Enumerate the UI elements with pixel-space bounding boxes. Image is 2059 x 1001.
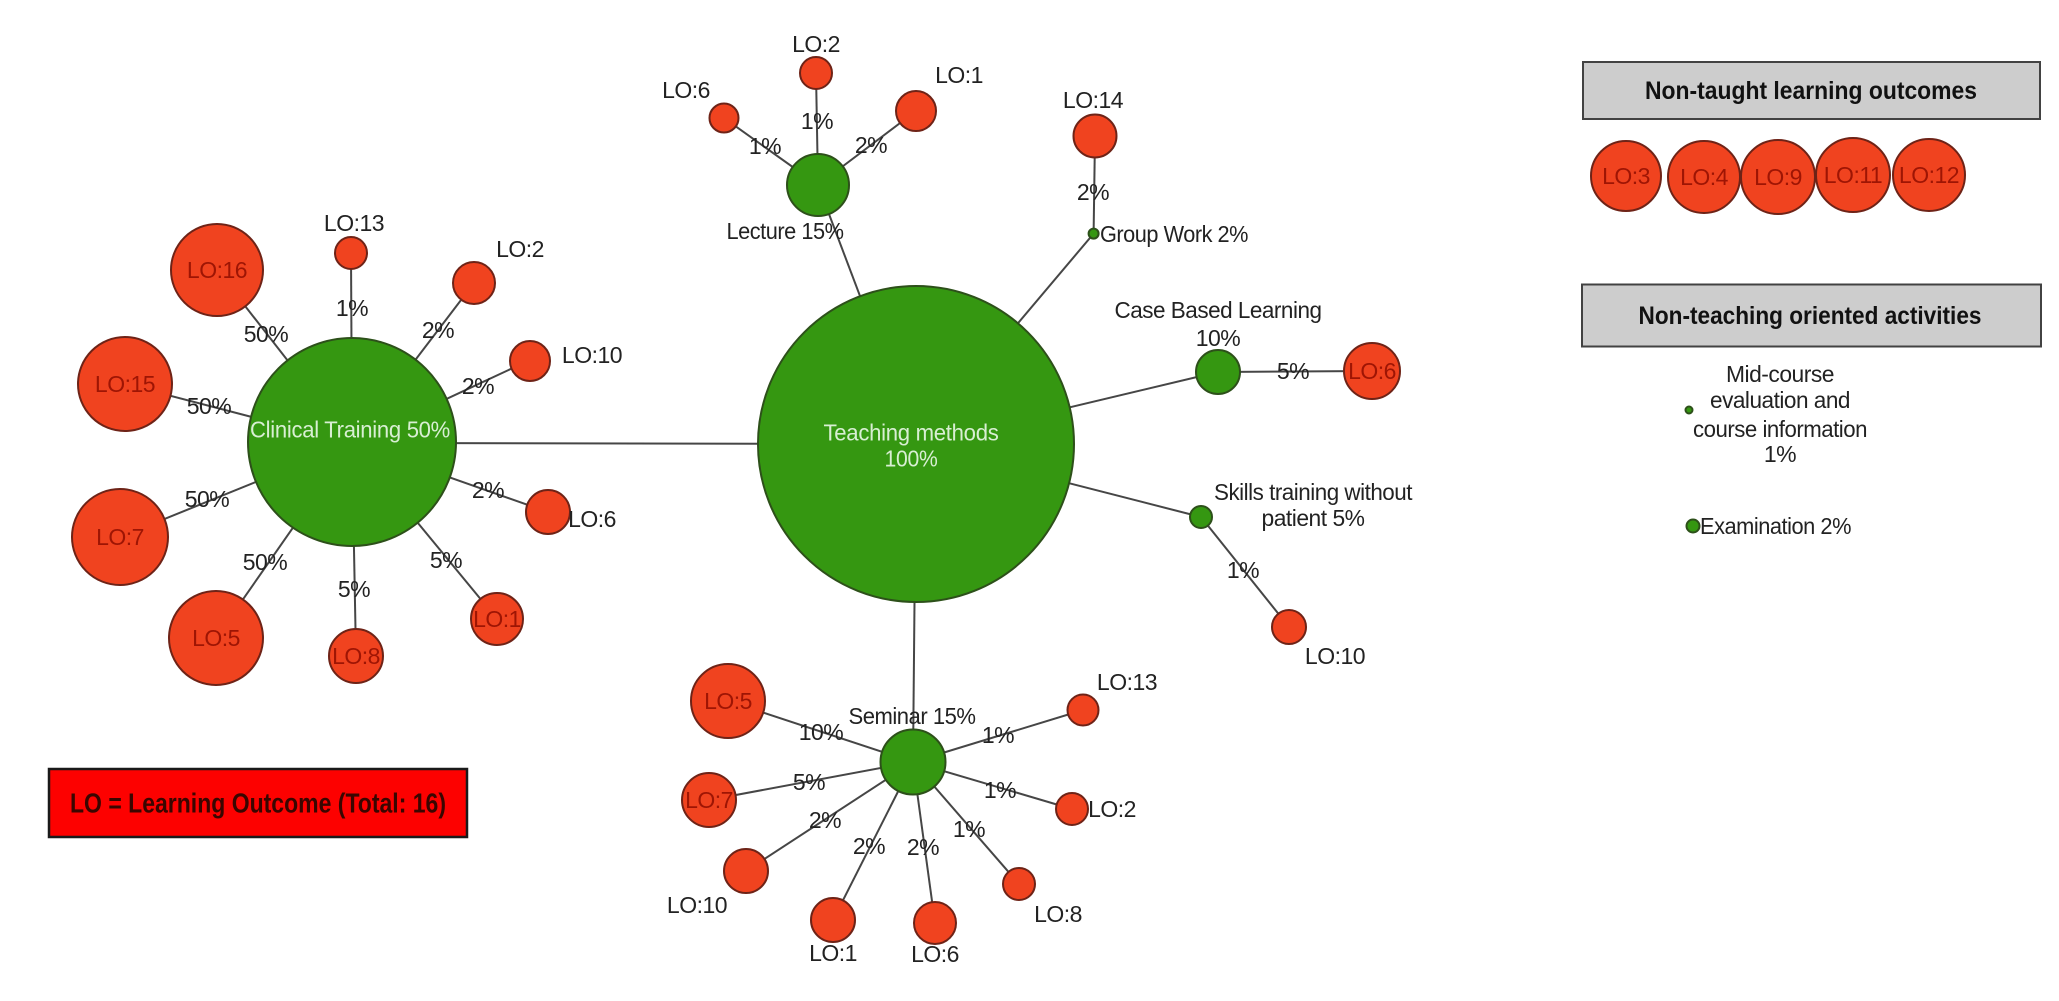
- svg-text:1%: 1%: [336, 295, 368, 321]
- svg-text:LO:13: LO:13: [324, 210, 384, 236]
- svg-text:Teaching methods: Teaching methods: [824, 420, 999, 446]
- svg-text:LO:10: LO:10: [1305, 643, 1365, 669]
- svg-text:Non-taught learning outcomes: Non-taught learning outcomes: [1645, 77, 1977, 105]
- svg-text:2%: 2%: [472, 477, 504, 503]
- svg-text:Case Based Learning: Case Based Learning: [1115, 297, 1322, 323]
- svg-text:LO:4: LO:4: [1680, 164, 1729, 190]
- svg-text:5%: 5%: [430, 547, 462, 573]
- svg-text:Examination 2%: Examination 2%: [1700, 513, 1851, 539]
- svg-text:LO:13: LO:13: [1097, 669, 1157, 695]
- svg-text:LO:11: LO:11: [1824, 162, 1882, 188]
- svg-text:LO:8: LO:8: [1034, 901, 1082, 927]
- svg-text:LO:5: LO:5: [192, 625, 240, 651]
- svg-text:LO:6: LO:6: [568, 506, 616, 532]
- svg-text:LO:15: LO:15: [95, 371, 155, 397]
- svg-text:LO:9: LO:9: [1754, 164, 1802, 190]
- svg-text:100%: 100%: [885, 446, 938, 472]
- svg-text:LO:6: LO:6: [911, 941, 959, 967]
- svg-text:patient 5%: patient 5%: [1262, 505, 1365, 531]
- svg-text:2%: 2%: [907, 834, 939, 860]
- svg-text:LO:14: LO:14: [1063, 87, 1124, 113]
- svg-text:evaluation and: evaluation and: [1710, 387, 1850, 413]
- svg-text:LO:7: LO:7: [96, 524, 144, 550]
- svg-text:LO:3: LO:3: [1602, 163, 1650, 189]
- svg-text:LO:12: LO:12: [1899, 162, 1959, 188]
- svg-text:LO:1: LO:1: [935, 62, 983, 88]
- svg-text:Seminar 15%: Seminar 15%: [849, 703, 976, 729]
- svg-text:5%: 5%: [1277, 358, 1309, 384]
- svg-text:50%: 50%: [187, 393, 232, 419]
- svg-text:LO = Learning Outcome (Total:: LO = Learning Outcome (Total: 16): [70, 788, 446, 819]
- svg-text:LO:16: LO:16: [187, 257, 247, 283]
- svg-text:course information: course information: [1693, 416, 1867, 442]
- svg-text:LO:10: LO:10: [562, 342, 622, 368]
- svg-text:50%: 50%: [185, 486, 230, 512]
- svg-text:LO:7: LO:7: [685, 787, 733, 813]
- svg-text:1%: 1%: [1227, 557, 1259, 583]
- svg-text:1%: 1%: [1764, 441, 1796, 467]
- svg-text:Group Work 2%: Group Work 2%: [1100, 221, 1248, 247]
- svg-text:10%: 10%: [1196, 325, 1241, 351]
- svg-text:LO:2: LO:2: [792, 31, 840, 57]
- svg-text:LO:10: LO:10: [667, 892, 727, 918]
- svg-text:50%: 50%: [244, 321, 289, 347]
- svg-text:5%: 5%: [338, 576, 370, 602]
- svg-text:2%: 2%: [855, 132, 887, 158]
- svg-text:2%: 2%: [809, 807, 841, 833]
- svg-text:10%: 10%: [799, 719, 844, 745]
- svg-text:2%: 2%: [853, 833, 885, 859]
- svg-text:2%: 2%: [462, 373, 494, 399]
- svg-text:LO:2: LO:2: [1088, 796, 1136, 822]
- svg-text:LO:6: LO:6: [662, 77, 710, 103]
- svg-text:1%: 1%: [982, 722, 1014, 748]
- svg-text:1%: 1%: [801, 108, 833, 134]
- svg-text:2%: 2%: [1077, 179, 1109, 205]
- svg-text:Mid-course: Mid-course: [1726, 361, 1834, 387]
- svg-text:LO:2: LO:2: [496, 236, 544, 262]
- svg-text:50%: 50%: [243, 549, 288, 575]
- svg-text:1%: 1%: [984, 777, 1016, 803]
- svg-text:1%: 1%: [953, 816, 985, 842]
- svg-text:LO:5: LO:5: [704, 688, 752, 714]
- svg-text:1%: 1%: [749, 133, 781, 159]
- svg-text:2%: 2%: [422, 317, 454, 343]
- svg-text:Skills training without: Skills training without: [1214, 479, 1413, 505]
- svg-text:LO:1: LO:1: [473, 606, 521, 632]
- svg-text:Lecture 15%: Lecture 15%: [727, 218, 844, 244]
- svg-text:Clinical Training 50%: Clinical Training 50%: [250, 417, 450, 443]
- svg-text:LO:1: LO:1: [809, 940, 857, 966]
- svg-text:5%: 5%: [793, 769, 825, 795]
- svg-text:LO:6: LO:6: [1348, 358, 1396, 384]
- svg-text:LO:8: LO:8: [332, 643, 380, 669]
- svg-text:Non-teaching oriented activiti: Non-teaching oriented activities: [1639, 302, 1982, 330]
